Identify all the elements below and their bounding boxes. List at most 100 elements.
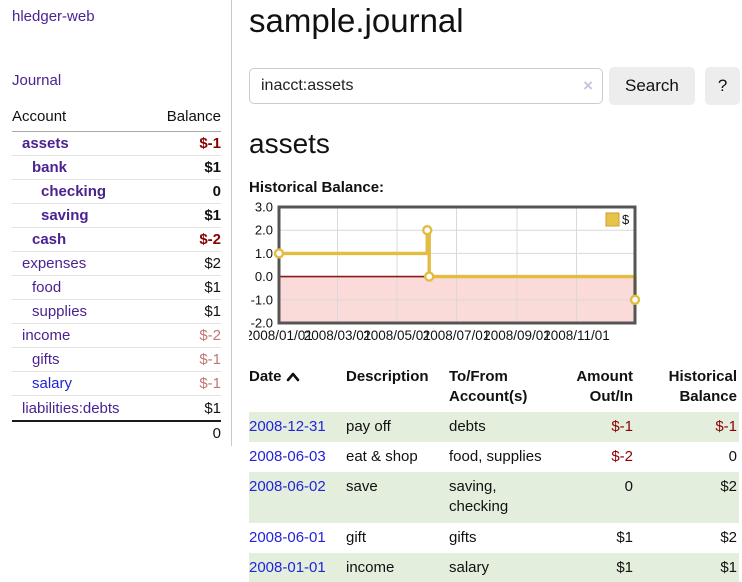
transaction-amount: $1 bbox=[559, 553, 641, 582]
search-button[interactable]: Search bbox=[609, 67, 695, 105]
svg-text:2008/07/01: 2008/07/01 bbox=[423, 328, 491, 343]
clear-search-icon[interactable]: × bbox=[583, 76, 593, 96]
accounts-total-row: 0 bbox=[12, 420, 221, 444]
app-title-link[interactable]: hledger-web bbox=[12, 8, 221, 25]
header-tofrom-accounts: To/From Account(s) bbox=[449, 365, 559, 412]
header-historical-balance: Historical Balance bbox=[641, 365, 739, 412]
transaction-description: income bbox=[346, 553, 449, 582]
page-title: sample.journal bbox=[249, 2, 740, 40]
chart-svg: $3.02.01.00.0-1.0-2.02008/01/012008/03/0… bbox=[249, 202, 649, 346]
transaction-amount: $-1 bbox=[559, 412, 641, 442]
account-row-supplies: supplies $1 bbox=[12, 300, 221, 324]
transaction-accounts: salary bbox=[449, 553, 559, 582]
transaction-accounts: food, supplies bbox=[449, 442, 559, 472]
sort-ascending-icon bbox=[286, 368, 300, 388]
transaction-description: gift bbox=[346, 523, 449, 553]
account-row-food: food $1 bbox=[12, 276, 221, 300]
account-link-expenses[interactable]: expenses bbox=[12, 255, 86, 272]
svg-text:2008/05/01: 2008/05/01 bbox=[363, 328, 431, 343]
svg-text:2.0: 2.0 bbox=[255, 223, 273, 238]
account-link-liabilities-debts[interactable]: liabilities:debts bbox=[12, 400, 120, 417]
transaction-balance: 0 bbox=[641, 442, 739, 472]
account-balance: 0 bbox=[213, 183, 221, 200]
account-link-salary[interactable]: salary bbox=[12, 375, 72, 392]
register-table: Date Description To/From Account(s) Amou… bbox=[249, 365, 739, 582]
account-link-income[interactable]: income bbox=[12, 327, 70, 344]
account-balance: $-1 bbox=[199, 351, 221, 368]
transaction-balance: $-1 bbox=[641, 412, 739, 442]
svg-text:2008/09/01: 2008/09/01 bbox=[483, 328, 551, 343]
transaction-accounts: gifts bbox=[449, 523, 559, 553]
account-balance: $1 bbox=[204, 207, 221, 224]
account-balance: $1 bbox=[204, 279, 221, 296]
account-column-header: Account bbox=[12, 108, 66, 125]
svg-text:2008/03/01: 2008/03/01 bbox=[304, 328, 372, 343]
register-row: 2008-06-01 gift gifts $1 $2 bbox=[249, 523, 739, 553]
transaction-amount: 0 bbox=[559, 472, 641, 523]
svg-text:2008/11/01: 2008/11/01 bbox=[543, 328, 610, 343]
balance-column-header: Balance bbox=[167, 108, 221, 125]
account-balance: $1 bbox=[204, 303, 221, 320]
account-row-assets: assets $-1 bbox=[12, 132, 221, 156]
svg-text:0.0: 0.0 bbox=[255, 269, 273, 284]
transaction-date-link[interactable]: 2008-06-03 bbox=[249, 442, 346, 472]
account-balance: $-2 bbox=[199, 231, 221, 248]
account-row-gifts: gifts $-1 bbox=[12, 348, 221, 372]
transaction-amount: $1 bbox=[559, 523, 641, 553]
account-link-assets[interactable]: assets bbox=[12, 135, 69, 152]
transaction-balance: $2 bbox=[641, 523, 739, 553]
header-description: Description bbox=[346, 365, 449, 412]
section-title: assets bbox=[249, 128, 740, 160]
header-date[interactable]: Date bbox=[249, 365, 346, 412]
account-row-income: income $-2 bbox=[12, 324, 221, 348]
register-row: 2008-12-31 pay off debts $-1 $-1 bbox=[249, 412, 739, 442]
account-row-liabilities-debts: liabilities:debts $1 bbox=[12, 396, 221, 420]
search-input[interactable] bbox=[249, 68, 603, 104]
account-balance: $1 bbox=[204, 400, 221, 417]
register-row: 2008-06-02 save saving, checking 0 $2 bbox=[249, 472, 739, 523]
search-bar: × Search ? bbox=[249, 67, 740, 105]
register-row: 2008-06-03 eat & shop food, supplies $-2… bbox=[249, 442, 739, 472]
header-amount-outin: Amount Out/In bbox=[559, 365, 641, 412]
sidebar: hledger-web Journal Account Balance asse… bbox=[0, 0, 232, 446]
account-row-bank: bank $1 bbox=[12, 156, 221, 180]
account-row-checking: checking 0 bbox=[12, 180, 221, 204]
chart-label: Historical Balance: bbox=[249, 179, 740, 196]
svg-text:3.0: 3.0 bbox=[255, 202, 273, 215]
account-link-saving[interactable]: saving bbox=[12, 207, 89, 224]
transaction-date-link[interactable]: 2008-06-02 bbox=[249, 472, 346, 523]
transaction-balance: $1 bbox=[641, 553, 739, 582]
search-input-wrap: × bbox=[249, 68, 603, 104]
account-link-bank[interactable]: bank bbox=[12, 159, 67, 176]
account-row-saving: saving $1 bbox=[12, 204, 221, 228]
account-row-salary: salary $-1 bbox=[12, 372, 221, 396]
transaction-description: save bbox=[346, 472, 449, 523]
account-balance: $1 bbox=[204, 159, 221, 176]
accounts-total-value: 0 bbox=[213, 425, 221, 442]
account-link-cash[interactable]: cash bbox=[12, 231, 66, 248]
sidebar-item-journal[interactable]: Journal bbox=[12, 72, 61, 89]
transaction-date-link[interactable]: 2008-12-31 bbox=[249, 412, 346, 442]
transaction-date-link[interactable]: 2008-06-01 bbox=[249, 523, 346, 553]
account-link-gifts[interactable]: gifts bbox=[12, 351, 60, 368]
transaction-date-link[interactable]: 2008-01-01 bbox=[249, 553, 346, 582]
account-balance: $-2 bbox=[199, 327, 221, 344]
help-button[interactable]: ? bbox=[705, 67, 740, 105]
account-balance: $-1 bbox=[199, 375, 221, 392]
transaction-balance: $2 bbox=[641, 472, 739, 523]
account-link-food[interactable]: food bbox=[12, 279, 61, 296]
account-table-header: Account Balance bbox=[12, 105, 221, 132]
account-row-expenses: expenses $2 bbox=[12, 252, 221, 276]
historical-balance-chart: $3.02.01.00.0-1.0-2.02008/01/012008/03/0… bbox=[249, 202, 740, 350]
svg-text:-1.0: -1.0 bbox=[251, 292, 273, 307]
account-balance: $-1 bbox=[199, 135, 221, 152]
svg-text:$: $ bbox=[622, 212, 630, 227]
register-header-row: Date Description To/From Account(s) Amou… bbox=[249, 365, 739, 412]
account-link-supplies[interactable]: supplies bbox=[12, 303, 87, 320]
account-link-checking[interactable]: checking bbox=[12, 183, 106, 200]
account-row-cash: cash $-2 bbox=[12, 228, 221, 252]
register-row: 2008-01-01 income salary $1 $1 bbox=[249, 553, 739, 582]
account-balance: $2 bbox=[204, 255, 221, 272]
transaction-accounts: debts bbox=[449, 412, 559, 442]
main-content: sample.journal × Search ? assets Histori… bbox=[232, 0, 742, 582]
